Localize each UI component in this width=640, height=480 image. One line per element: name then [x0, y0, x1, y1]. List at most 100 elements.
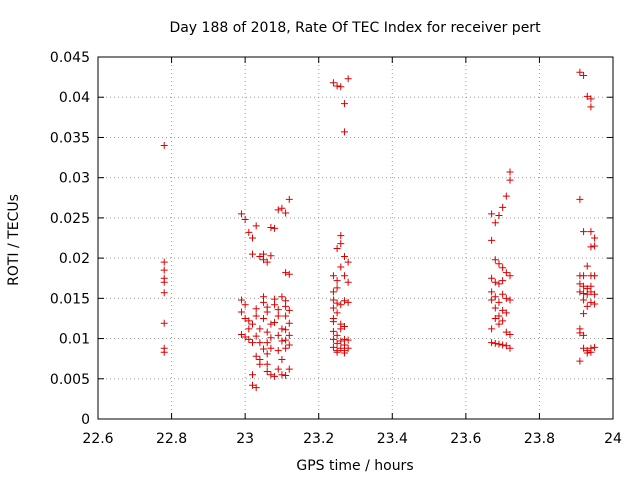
- data-point: [263, 328, 271, 336]
- data-point: [576, 68, 584, 76]
- data-point: [499, 203, 507, 211]
- data-point: [344, 258, 352, 266]
- data-point: [249, 234, 256, 242]
- data-point: [495, 312, 503, 320]
- data-point: [506, 272, 514, 280]
- x-tick-label: 24: [604, 431, 622, 447]
- data-point: [263, 368, 271, 376]
- data-point: [282, 372, 290, 380]
- data-point: [488, 288, 496, 296]
- data-point: [160, 278, 168, 286]
- data-point: [502, 192, 510, 200]
- data-point: [237, 210, 245, 218]
- data-points: [160, 68, 599, 392]
- data-point: [340, 128, 348, 136]
- data-point: [252, 332, 260, 340]
- data-point: [237, 296, 245, 304]
- data-point: [263, 339, 271, 347]
- data-point: [282, 269, 290, 277]
- y-tick-label: 0: [81, 412, 90, 428]
- data-point: [260, 345, 268, 353]
- x-tick-label: 23.4: [377, 431, 408, 447]
- data-point: [285, 319, 293, 327]
- data-point: [329, 343, 337, 351]
- data-point: [591, 300, 599, 308]
- data-point: [282, 312, 290, 320]
- data-point: [267, 224, 275, 232]
- data-point: [271, 318, 279, 326]
- data-point: [499, 341, 507, 349]
- data-point: [576, 280, 584, 288]
- data-point: [285, 331, 293, 339]
- y-tick-label: 0.025: [50, 211, 90, 227]
- data-point: [337, 263, 345, 271]
- data-point: [576, 329, 584, 337]
- data-point: [278, 371, 286, 379]
- data-point: [495, 320, 503, 328]
- data-point: [333, 284, 341, 292]
- data-point: [502, 269, 510, 277]
- data-point: [340, 349, 348, 357]
- data-point: [591, 290, 599, 298]
- data-point: [337, 83, 345, 91]
- data-point: [591, 272, 599, 280]
- data-point: [282, 336, 290, 344]
- data-point: [491, 304, 499, 312]
- data-point: [271, 224, 279, 232]
- data-point: [237, 331, 245, 339]
- data-point: [488, 236, 496, 244]
- data-point: [506, 168, 514, 176]
- data-point: [337, 325, 345, 333]
- data-point: [333, 82, 341, 90]
- data-point: [580, 72, 588, 80]
- data-point: [278, 355, 286, 363]
- data-point: [344, 344, 352, 352]
- data-point: [488, 274, 496, 282]
- data-point: [506, 331, 514, 339]
- data-point: [340, 100, 348, 108]
- y-tick-label: 0.045: [50, 50, 90, 66]
- data-point: [267, 320, 275, 328]
- data-point: [583, 92, 591, 100]
- data-point: [499, 277, 507, 285]
- data-point: [274, 365, 282, 373]
- data-point: [252, 352, 260, 360]
- data-point: [282, 209, 290, 217]
- x-tick-label: 22.8: [156, 431, 187, 447]
- data-point: [329, 296, 337, 304]
- data-point: [333, 339, 341, 347]
- data-point: [344, 298, 352, 306]
- y-tick-label: 0.03: [59, 171, 90, 187]
- data-point: [263, 360, 271, 368]
- data-point: [587, 348, 595, 356]
- data-point: [271, 372, 279, 380]
- data-point: [495, 260, 503, 268]
- data-point: [340, 253, 348, 261]
- data-point: [499, 317, 507, 325]
- y-axis-label: ROTI / TECUs: [6, 194, 22, 286]
- data-point: [499, 264, 507, 272]
- data-point: [241, 314, 249, 322]
- y-tick-label: 0.04: [59, 90, 90, 106]
- x-tick-label: 23.8: [524, 431, 555, 447]
- x-tick-label: 22.6: [82, 431, 113, 447]
- data-point: [340, 297, 348, 305]
- data-point: [249, 371, 256, 379]
- y-tick-label: 0.005: [50, 372, 90, 388]
- data-point: [333, 299, 341, 307]
- x-tick-label: 23.6: [450, 431, 481, 447]
- data-point: [333, 331, 341, 339]
- data-point: [285, 306, 293, 314]
- data-point: [491, 219, 499, 227]
- data-point: [580, 344, 588, 352]
- y-tick-labels: 0 0.005 0.01 0.015 0.02 0.025 0.03 0.035 0.04 0.0…: [50, 50, 90, 428]
- data-point: [278, 337, 286, 345]
- data-point: [591, 242, 599, 250]
- data-point: [267, 252, 275, 260]
- data-point: [329, 288, 337, 296]
- data-point: [256, 360, 264, 368]
- data-point: [263, 350, 271, 358]
- data-point: [344, 336, 352, 344]
- data-point: [491, 293, 499, 301]
- data-point: [256, 339, 264, 347]
